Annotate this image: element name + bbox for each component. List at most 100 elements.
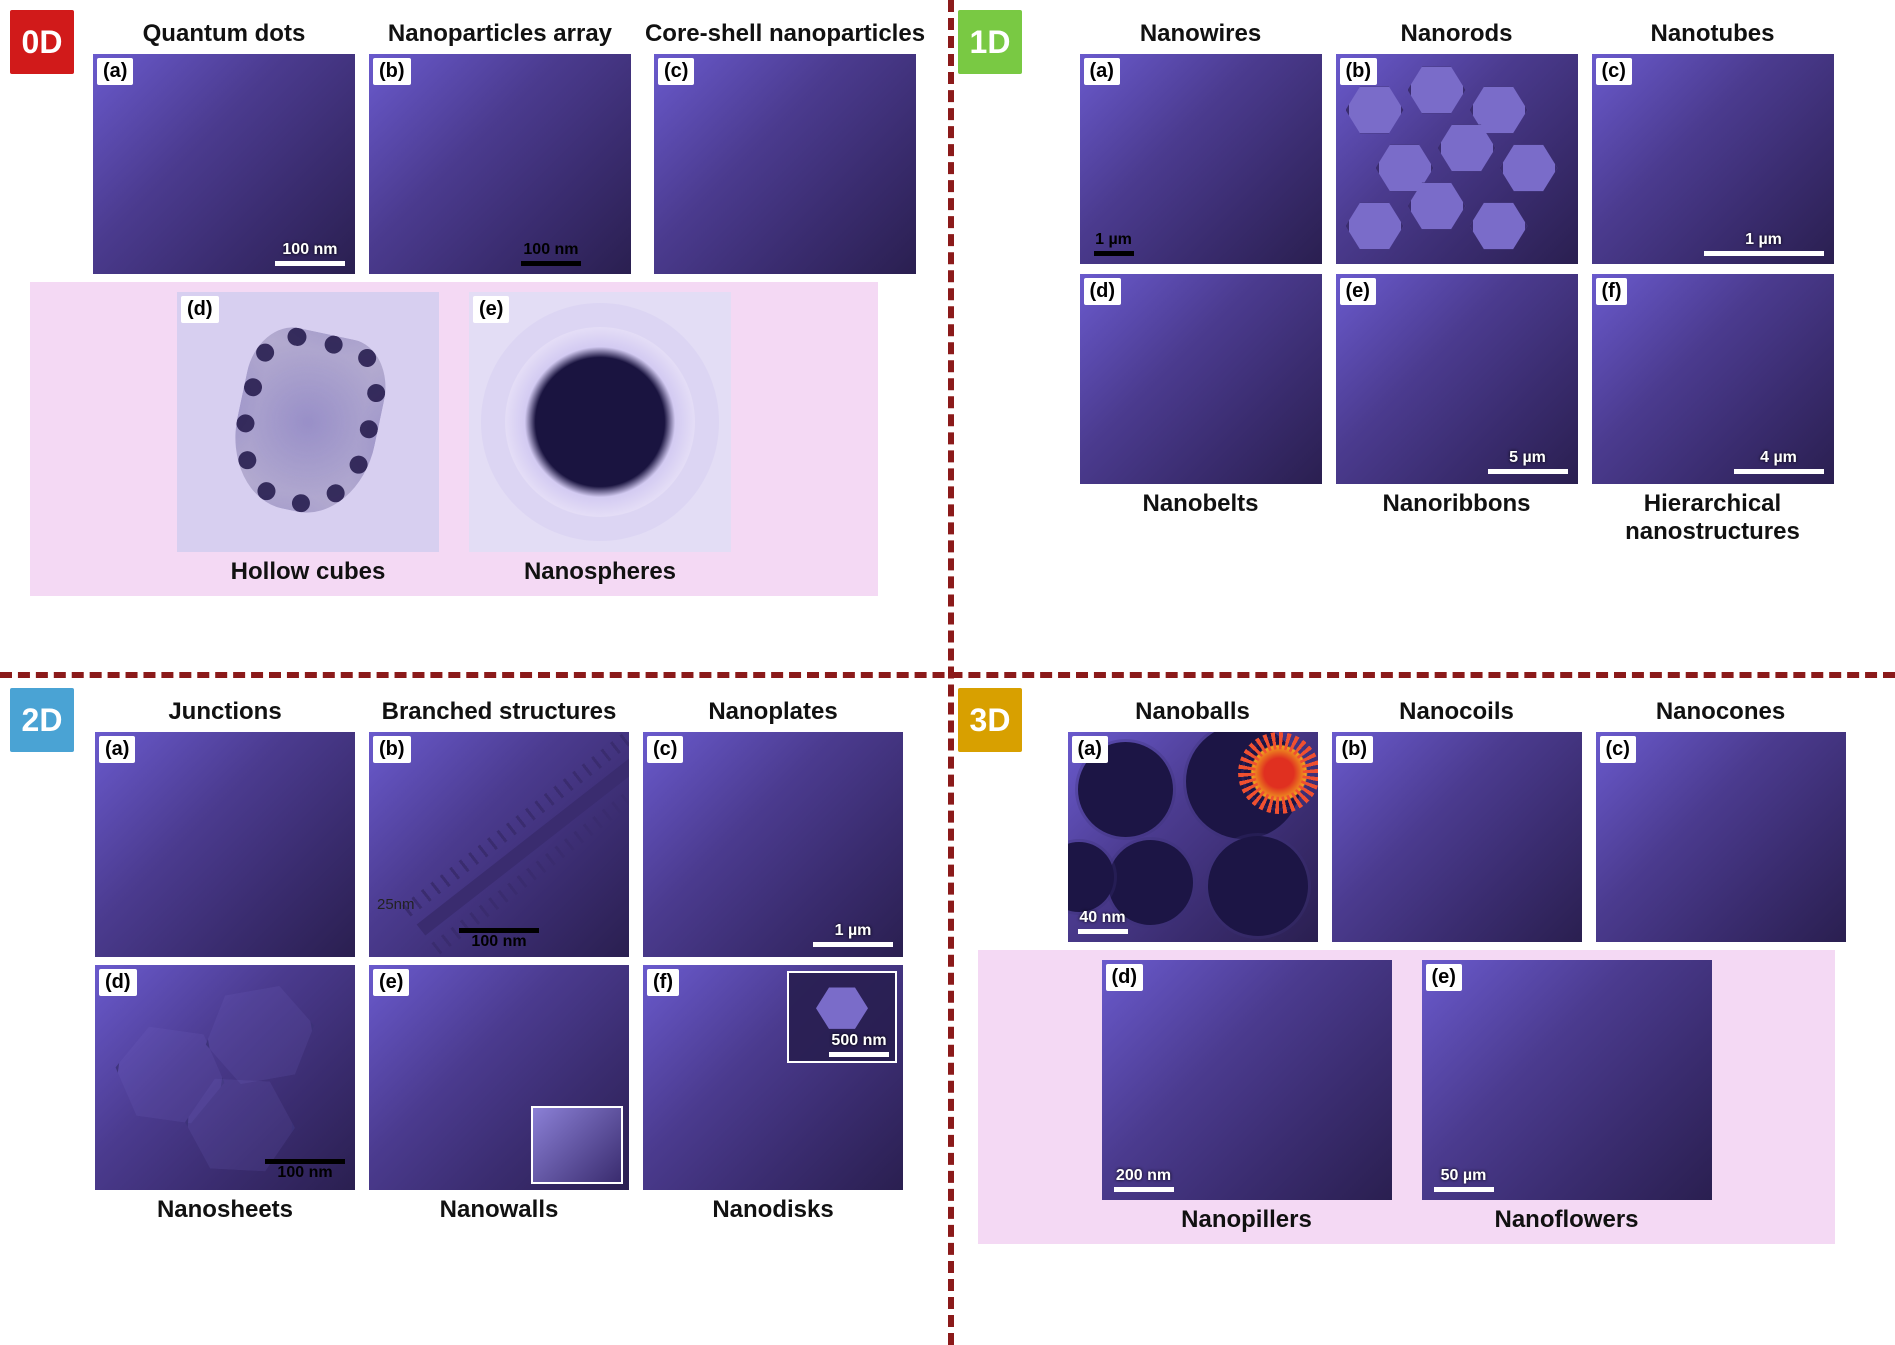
q1-row1: Nanowires (a) 1 µm Nanorods (b): [1048, 20, 1865, 264]
img-nanowires: (a) 1 µm: [1080, 54, 1322, 264]
letter-a-q1: (a): [1084, 58, 1120, 85]
title-hierarchical: Hierarchicalnanostructures: [1592, 490, 1834, 546]
img-nanotubes: (c) 1 µm: [1592, 54, 1834, 264]
letter-b-q1: (b): [1340, 58, 1378, 85]
panel-nanowalls: (e) Nanowalls: [369, 965, 629, 1224]
title-quantum-dots: Quantum dots: [143, 20, 306, 54]
img-nanobelts: (d): [1080, 274, 1322, 484]
letter-c-q0: (c): [658, 58, 694, 85]
letter-e-q0: (e): [473, 296, 509, 323]
title-nanowalls: Nanowalls: [440, 1196, 559, 1224]
q0-row1: Quantum dots (a) 100 nm Nanoparticles ar…: [100, 20, 918, 274]
hollow-cube-icon: [221, 319, 395, 524]
letter-b-q0: (b): [373, 58, 411, 85]
panel-nanoflowers: (e) 50 µm Nanoflowers: [1422, 960, 1712, 1234]
panel-branched: Branched structures (b) 25nm 100 nm: [369, 698, 629, 957]
img-nanowalls: (e): [369, 965, 629, 1190]
scale-nanoribbons: 5 µm: [1488, 449, 1568, 474]
panel-nanosheets: (d) 100 nm Nanosheets: [95, 965, 355, 1224]
panel-nanoribbons: (e) 5 µm Nanoribbons: [1336, 274, 1578, 546]
badge-2d: 2D: [10, 688, 74, 752]
q2-row2: (d) 100 nm Nanosheets (e): [80, 965, 918, 1224]
title-nanoplates: Nanoplates: [708, 698, 837, 732]
scale-hierarchical-text: 4 µm: [1760, 449, 1797, 467]
badge-3d-text: 3D: [970, 702, 1011, 739]
badge-3d: 3D: [958, 688, 1022, 752]
title-nanopillers: Nanopillers: [1181, 1206, 1312, 1234]
badge-1d: 1D: [958, 10, 1022, 74]
quadrant-3d: 3D Nanoballs (a) 40 nm: [948, 678, 1895, 1345]
img-nanosheets: (d) 100 nm: [95, 965, 355, 1190]
panel-hierarchical: (f) 4 µm Hierarchicalnanostructures: [1592, 274, 1834, 546]
scale-branched: 100 nm: [459, 926, 539, 951]
title-core-shell: Core-shell nanoparticles: [645, 20, 925, 54]
letter-a-q3: (a): [1072, 736, 1108, 763]
scale-nanoribbons-text: 5 µm: [1509, 449, 1546, 467]
badge-2d-text: 2D: [22, 702, 63, 739]
img-nanoparticles-array: (b) 100 nm: [369, 54, 631, 274]
img-hierarchical: (f) 4 µm: [1592, 274, 1834, 484]
scale-nparray-text: 100 nm: [523, 241, 578, 259]
panel-nanoballs: Nanoballs (a) 40 nm: [1068, 698, 1318, 942]
img-nanospheres: (e): [469, 292, 731, 552]
title-nanocoils: Nanocoils: [1399, 698, 1514, 732]
quadrant-2d: 2D Junctions (a) Branched structures (b)…: [0, 678, 948, 1345]
panel-nanospheres: (e) Nanospheres: [469, 292, 731, 586]
badge-0d: 0D: [10, 10, 74, 74]
badge-1d-text: 1D: [970, 24, 1011, 61]
inset-nanodisks: 500 nm: [787, 971, 897, 1063]
img-branched: (b) 25nm 100 nm: [369, 732, 629, 957]
img-nanorods: (b): [1336, 54, 1578, 264]
q2-row1: Junctions (a) Branched structures (b) 25…: [80, 698, 918, 957]
letter-d-q2: (d): [99, 969, 137, 996]
img-nanoplates: (c) 1 µm: [643, 732, 903, 957]
quadrant-1d: 1D Nanowires (a) 1 µm Nanorods (b): [948, 0, 1895, 672]
letter-c-q2: (c): [647, 736, 683, 763]
img-nanoribbons: (e) 5 µm: [1336, 274, 1578, 484]
panel-nanoparticles-array: Nanoparticles array (b) 100 nm: [369, 20, 631, 274]
img-hollow-cubes: (d): [177, 292, 439, 552]
panel-nanoplates: Nanoplates (c) 1 µm: [643, 698, 903, 957]
panel-nanotubes: Nanotubes (c) 1 µm: [1592, 20, 1834, 264]
panel-nanocoils: Nanocoils (b): [1332, 698, 1582, 942]
img-nanoflowers: (e) 50 µm: [1422, 960, 1712, 1200]
letter-b-q2: (b): [373, 736, 411, 763]
title-nanoribbons: Nanoribbons: [1383, 490, 1531, 518]
scale-nparray: 100 nm: [521, 241, 581, 266]
title-nanoflowers: Nanoflowers: [1494, 1206, 1638, 1234]
letter-b-q3: (b): [1336, 736, 1374, 763]
img-nanodisks: (f) 500 nm: [643, 965, 903, 1190]
q3-row2: (d) 200 nm Nanopillers (e) 50 µm Nanofl: [978, 950, 1835, 1244]
q3-row1: Nanoballs (a) 40 nm: [1048, 698, 1865, 942]
panel-hollow-cubes: (d) Hollow cubes: [177, 292, 439, 586]
panel-nanorods: Nanorods (b): [1336, 20, 1578, 264]
letter-e-q2: (e): [373, 969, 409, 996]
title-nanorods: Nanorods: [1400, 20, 1512, 54]
panel-nanocones: Nanocones (c): [1596, 698, 1846, 942]
title-nanospheres: Nanospheres: [524, 558, 676, 586]
img-nanocoils: (b): [1332, 732, 1582, 942]
letter-d-q3: (d): [1106, 964, 1144, 991]
letter-c-q3: (c): [1600, 736, 1636, 763]
spiky-ball-icon: [1244, 738, 1314, 808]
note-25nm: 25nm: [377, 896, 415, 913]
inset-nanowalls: [531, 1106, 623, 1184]
img-nanopillers: (d) 200 nm: [1102, 960, 1392, 1200]
scale-nanoflowers: 50 µm: [1434, 1167, 1494, 1192]
title-junctions: Junctions: [168, 698, 281, 732]
panel-nanodisks: (f) 500 nm Nanodisks: [643, 965, 903, 1224]
img-junctions: (a): [95, 732, 355, 957]
title-nanocones: Nanocones: [1656, 698, 1785, 732]
scale-nanodisks-text: 500 nm: [831, 1032, 886, 1050]
title-nanodisks: Nanodisks: [712, 1196, 833, 1224]
scale-hierarchical: 4 µm: [1734, 449, 1824, 474]
letter-a-q0: (a): [97, 58, 133, 85]
letter-f-q2: (f): [647, 969, 679, 996]
nanosphere-icon: [505, 327, 695, 517]
img-nanoballs: (a) 40 nm: [1068, 732, 1318, 942]
panel-nanowires: Nanowires (a) 1 µm: [1080, 20, 1322, 264]
scale-quantum-dots: 100 nm: [275, 241, 345, 266]
scale-nanotubes-text: 1 µm: [1745, 231, 1782, 249]
panel-core-shell: Core-shell nanoparticles (c): [645, 20, 925, 274]
img-core-shell: (c): [654, 54, 916, 274]
